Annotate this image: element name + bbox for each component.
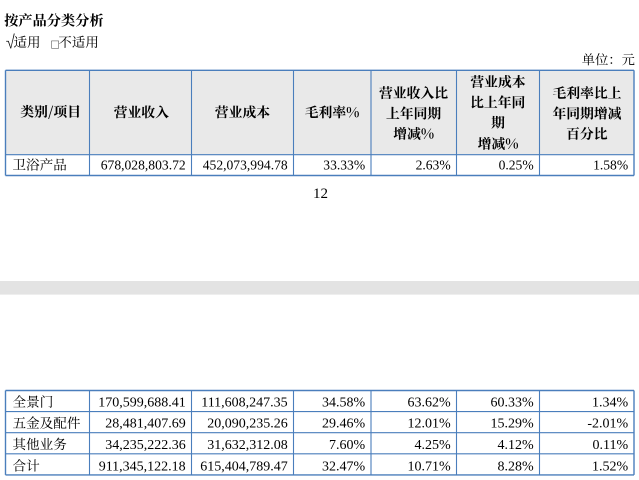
svg-text:33.33%: 33.33% bbox=[323, 157, 365, 172]
svg-text:615,404,789.47: 615,404,789.47 bbox=[200, 459, 288, 474]
svg-text:32.47%: 32.47% bbox=[322, 459, 366, 474]
svg-text:678,028,803.72: 678,028,803.72 bbox=[101, 157, 186, 172]
svg-text:12.01%: 12.01% bbox=[408, 417, 452, 432]
svg-text:-2.01%: -2.01% bbox=[587, 417, 628, 432]
svg-text:34.58%: 34.58% bbox=[322, 395, 366, 410]
svg-text:29.46%: 29.46% bbox=[322, 417, 366, 432]
svg-text:15.29%: 15.29% bbox=[491, 417, 535, 432]
svg-text:4.12%: 4.12% bbox=[498, 438, 535, 453]
svg-text:7.60%: 7.60% bbox=[329, 438, 366, 453]
svg-text:4.25%: 4.25% bbox=[415, 438, 452, 453]
svg-text:1.58%: 1.58% bbox=[593, 157, 628, 172]
svg-text:0.11%: 0.11% bbox=[593, 438, 629, 453]
svg-text:170,599,688.41: 170,599,688.41 bbox=[98, 395, 186, 410]
svg-text:0.25%: 0.25% bbox=[499, 157, 534, 172]
svg-text:8.28%: 8.28% bbox=[498, 459, 535, 474]
svg-text:60.33%: 60.33% bbox=[491, 395, 535, 410]
svg-text:911,345,122.18: 911,345,122.18 bbox=[99, 459, 186, 474]
svg-text:31,632,312.08: 31,632,312.08 bbox=[207, 438, 288, 453]
svg-text:1.52%: 1.52% bbox=[592, 459, 629, 474]
svg-text:20,090,235.26: 20,090,235.26 bbox=[207, 417, 288, 432]
svg-text:1.34%: 1.34% bbox=[592, 395, 629, 410]
svg-text:10.71%: 10.71% bbox=[408, 459, 452, 474]
svg-text:2.63%: 2.63% bbox=[416, 157, 451, 172]
svg-text:452,073,994.78: 452,073,994.78 bbox=[203, 157, 288, 172]
svg-text:111,608,247.35: 111,608,247.35 bbox=[201, 395, 287, 410]
svg-text:12: 12 bbox=[313, 186, 328, 202]
svg-text:28,481,407.69: 28,481,407.69 bbox=[105, 417, 186, 432]
svg-text:63.62%: 63.62% bbox=[408, 395, 452, 410]
svg-text:34,235,222.36: 34,235,222.36 bbox=[105, 438, 186, 453]
